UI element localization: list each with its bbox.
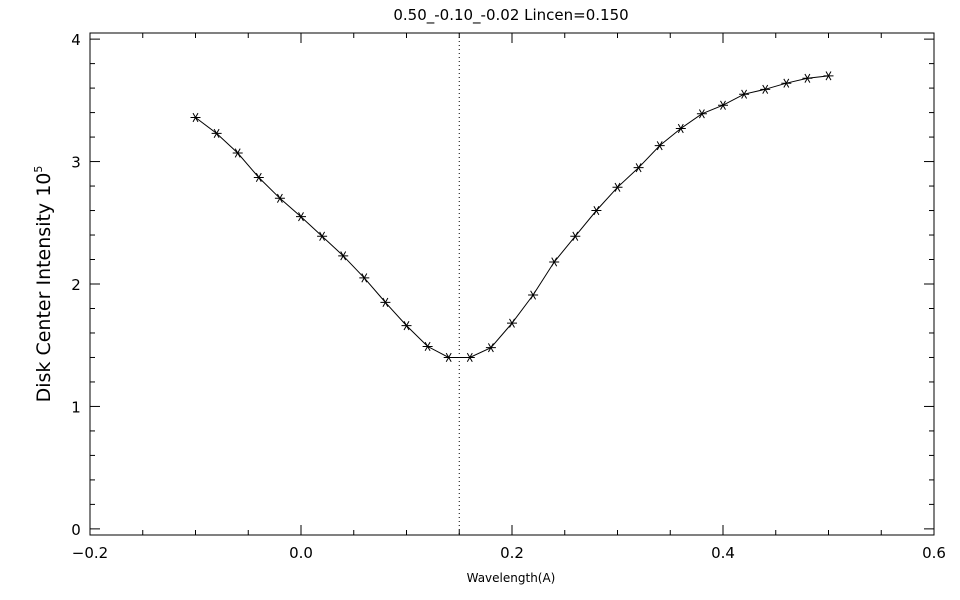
y-axis-label: Disk Center Intensity 105 [32,166,55,403]
data-point [464,352,475,363]
data-point [422,341,433,352]
data-point [591,205,602,216]
data-point [190,112,201,123]
x-tick-labels: −0.2 0.0 0.2 0.4 0.6 [72,544,946,562]
y-tick-label: 1 [71,398,81,416]
data-point [380,297,391,307]
data-point [570,231,581,241]
x-tick-label: 0.2 [500,544,524,562]
data-point [696,109,707,119]
data-point [317,231,328,241]
data-point [211,128,222,138]
data-point [802,73,813,83]
x-axis-ticks [89,33,935,535]
data-point [232,148,243,158]
series-points [190,71,834,363]
data-point [633,163,644,173]
data-point [654,141,665,151]
data-point [549,257,560,267]
data-point [485,343,496,353]
data-point [296,212,306,222]
data-point [401,321,412,331]
plot-frame [89,32,935,536]
series-line [195,75,829,358]
x-tick-label: 0.0 [289,544,313,562]
data-point [443,352,454,363]
y-tick-label: 0 [71,521,81,539]
data-point [739,89,750,99]
x-axis-label: Wavelength(A) [467,571,556,585]
y-tick-label: 2 [71,276,81,294]
data-point [359,273,370,283]
data-point [338,251,349,261]
chart-title: 0.50_-0.10_-0.02 Lincen=0.150 [393,6,628,25]
x-tick-label: 0.4 [711,544,735,562]
x-tick-label: 0.6 [922,544,946,562]
y-axis-ticks [90,38,934,530]
x-tick-label: −0.2 [72,544,108,562]
data-point [675,123,686,134]
data-point [612,182,623,192]
data-point [507,318,517,328]
data-point [253,172,264,183]
data-point [274,193,285,203]
data-point [528,290,539,300]
y-tick-label: 3 [71,154,81,172]
y-tick-labels: 0 1 2 3 4 [71,31,81,539]
data-point [760,84,771,94]
data-point [718,100,728,110]
y-axis-label-exponent: 5 [32,166,45,173]
data-point [781,78,792,88]
data-point [823,71,834,81]
y-axis-label-text: Disk Center Intensity 10 [33,173,55,403]
y-tick-label: 4 [71,31,81,49]
